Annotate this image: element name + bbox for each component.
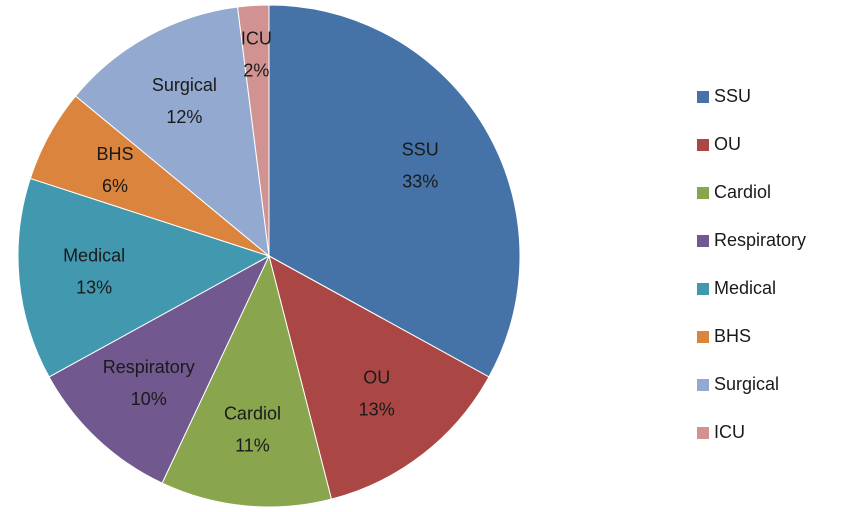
slice-category-label: ICU: [241, 28, 272, 48]
pie-slice: [268, 4, 521, 378]
slice-value-label: 12%: [166, 107, 202, 127]
slice-value-label: 13%: [76, 277, 112, 297]
legend-swatch: [697, 331, 709, 343]
slice-category-label: BHS: [97, 144, 134, 164]
pie-slice: [17, 177, 271, 378]
slice-value-label: 11%: [235, 436, 270, 456]
legend-swatch: [697, 283, 709, 295]
legend-label: Respiratory: [714, 230, 806, 250]
slice-category-label: Medical: [63, 245, 125, 265]
legend-swatch: [697, 187, 709, 199]
pie-slice: [48, 254, 271, 484]
legend-label: SSU: [714, 86, 751, 106]
slice-value-label: 33%: [402, 171, 438, 191]
slice-category-label: OU: [363, 368, 390, 388]
legend-label: ICU: [714, 422, 745, 442]
legend-swatch: [697, 427, 709, 439]
pie-slice: [268, 255, 490, 500]
pie-slice: [161, 254, 333, 508]
legend-label: Cardiol: [714, 182, 771, 202]
slice-category-label: Respiratory: [103, 357, 195, 377]
legend-swatch: [697, 235, 709, 247]
slice-value-label: 2%: [243, 60, 269, 80]
legend-label: BHS: [714, 326, 751, 346]
slice-value-label: 6%: [102, 176, 128, 196]
slice-value-label: 13%: [359, 400, 395, 420]
legend-label: OU: [714, 134, 741, 154]
slice-category-label: Surgical: [152, 75, 217, 95]
slice-category-label: SSU: [402, 139, 439, 159]
legend-label: Surgical: [714, 374, 779, 394]
slice-category-label: Cardiol: [224, 404, 281, 424]
legend-swatch: [697, 139, 709, 151]
slice-value-label: 10%: [131, 389, 167, 409]
legend-label: Medical: [714, 278, 776, 298]
legend-swatch: [697, 91, 709, 103]
legend-swatch: [697, 379, 709, 391]
pie-slice: [236, 4, 270, 257]
pie-slice: [74, 6, 270, 258]
